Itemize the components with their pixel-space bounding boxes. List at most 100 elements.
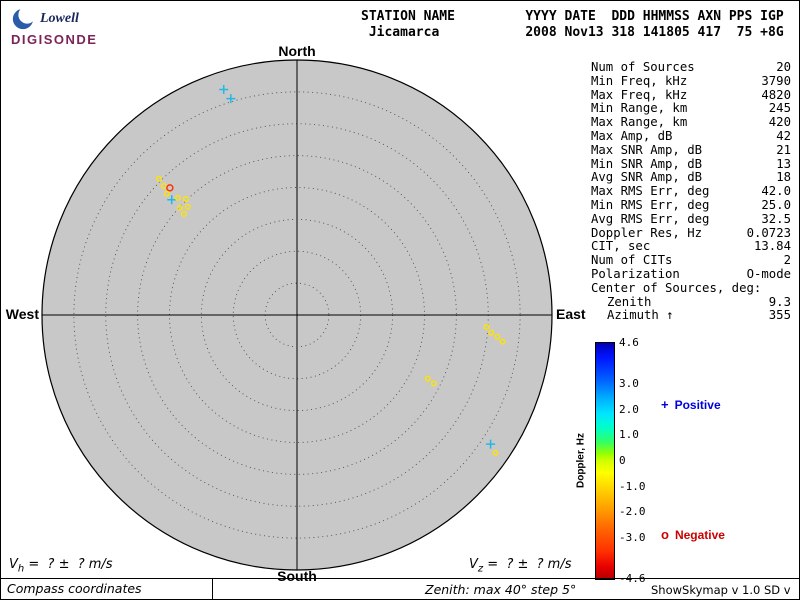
stat-row-max-amp-db: Max Amp, dB 42 [591,129,791,144]
source-point-12 [184,203,191,210]
colorbar-tick-2.0: 2.0 [619,402,639,416]
vh-value: = ? ± ? m/s [24,557,113,572]
stat-label: Min Range, km [591,101,688,116]
stat-row-num-of-sources: Num of Sources 20 [591,60,791,75]
legend-negative: o Negative [661,527,725,542]
stat-label: Max SNR Amp, dB [591,142,703,157]
stat-value: 3790 [761,73,791,88]
colorbar-tick-labels: 4.6 3.0 2.0 1.0 0 -1.0 -2.0 -3.0 -4.6 [619,336,659,585]
lowell-digisonde-logo: Lowell DIGISONDE [11,7,97,47]
stat-row-max-snr-amp-db: Max SNR Amp, dB 21 [591,142,791,158]
app-version-label: ShowSkymap v 1.0 SD v 4.2 [651,583,791,599]
compass-label-east: East [556,306,586,322]
lowell-crescent-icon [12,7,35,30]
stat-value: 245 [768,101,791,116]
stat-value: 18 [776,170,791,185]
vh-subscript: h [17,563,25,575]
stat-row-cit-sec: CIT, sec 13.84 [591,240,791,254]
header-values: Jicamarca 2008 Nov13 318 141805 417 75 +… [361,25,784,40]
source-point-10 [176,204,183,211]
stat-value: 13 [776,156,791,171]
status-bar: Compass coordinates Zenith: max 40° step… [1,578,799,599]
stat-label: Max RMS Err, deg [591,184,710,199]
stat-row-zenith: Zenith 9.3 [591,294,791,310]
source-point-16 [499,338,506,345]
digisonde-wordmark: DIGISONDE [11,32,98,47]
plus-symbol-icon: + [661,397,669,412]
stat-value: 21 [776,142,791,157]
stats-panel: Num of Sources 20 Min Freq, kHz 3790 Max Fre… [591,60,791,323]
colorbar-tick-0: 0 [619,454,626,467]
stat-value: 13.84 [753,239,791,254]
stat-label: Avg SNR Amp, dB [591,170,703,185]
stat-label: Min Freq, kHz [591,73,688,88]
coordinates-mode-cell: Compass coordinates [1,579,213,599]
stat-label: Avg RMS Err, deg [591,211,710,226]
colorbar-tick-4.6: 4.6 [619,336,639,349]
stat-label: Num of Sources [591,60,695,74]
stat-row-azimuth: Azimuth ↑ 355 [591,309,791,323]
horizontal-velocity-readout: Vh = ? ± ? m/s [9,557,113,575]
source-point-15 [494,333,501,340]
skymap-source-points [156,84,506,456]
stat-label: Min SNR Amp, dB [591,156,703,171]
legend-positive-label: Positive [674,398,721,412]
stat-row-min-rms-err-deg: Min RMS Err, deg 25.0 [591,197,791,213]
source-point-18 [430,380,437,387]
skymap-plot [41,59,553,571]
header-column-titles: STATION NAME YYYY DATE DDD HHMMSS AXN PP… [361,9,784,24]
stat-value: 2 [783,253,791,268]
stat-label: Max Range, km [591,115,688,130]
stat-label: Doppler Res, Hz [591,225,703,240]
source-point-5 [166,184,174,192]
vz-value: = ? ± ? m/s [483,557,572,572]
stat-row-avg-rms-err-deg: Avg RMS Err, deg 32.5 [591,211,791,227]
stat-label: Center of Sources, deg: [591,280,762,295]
stat-row-center-of-sources-deg: Center of Sources, deg: [591,280,791,296]
stat-row-avg-snr-amp-db: Avg SNR Amp, dB 18 [591,171,791,185]
source-point-4 [160,182,167,189]
stat-value: 42.0 [761,184,791,199]
stat-value: 0.0723 [746,225,791,240]
colorbar-title: Doppler, Hz [575,433,587,489]
source-point-19 [486,439,496,449]
colorbar-tick-1.0: 1.0 [619,428,639,442]
colorbar-tick--1.0: -1.0 [619,479,646,493]
stat-label: Azimuth ↑ [607,308,674,323]
stat-row-max-freq-khz: Max Freq, kHz 4820 [591,88,791,103]
stat-label: CIT, sec [591,239,651,254]
vz-symbol: V [469,557,478,572]
compass-label-north: North [278,43,316,59]
source-point-11 [180,210,187,217]
stat-row-num-of-cits: Num of CITs 2 [591,253,791,268]
stat-row-max-range-km: Max Range, km 420 [591,115,791,130]
vz-subscript: z [477,563,484,575]
stat-value: 9.3 [768,294,791,309]
stat-row-min-snr-amp-db: Min SNR Amp, dB 13 [591,156,791,172]
source-point-8 [174,194,181,201]
stat-value: 32.5 [761,211,791,226]
stat-row-polarization: Polarization O-mode [591,266,791,282]
stat-label: Min RMS Err, deg [591,197,710,212]
stat-value: 420 [768,115,791,130]
stat-value: 25.0 [761,197,791,212]
source-point-1 [219,84,229,94]
source-point-17 [424,375,431,382]
vertical-velocity-readout: Vz = ? ± ? m/s [469,557,571,575]
legend-negative-label: Negative [674,528,725,542]
source-point-3 [156,175,163,182]
source-point-14 [488,329,495,336]
source-point-9 [182,196,189,203]
stat-row-doppler-res-hz: Doppler Res, Hz 0.0723 [591,225,791,241]
stat-value: 20 [776,60,791,74]
colorbar-tick--2.0: -2.0 [619,505,646,519]
source-point-2 [226,94,236,104]
source-point-6 [167,195,177,205]
legend-positive: + Positive [661,397,721,412]
stat-label: Polarization [591,266,680,281]
stat-label: Num of CITs [591,253,673,268]
doppler-colorbar [595,342,615,580]
stat-label: Zenith [607,294,652,309]
compass-label-west: West [5,306,39,322]
stat-row-min-freq-khz: Min Freq, kHz 3790 [591,73,791,89]
